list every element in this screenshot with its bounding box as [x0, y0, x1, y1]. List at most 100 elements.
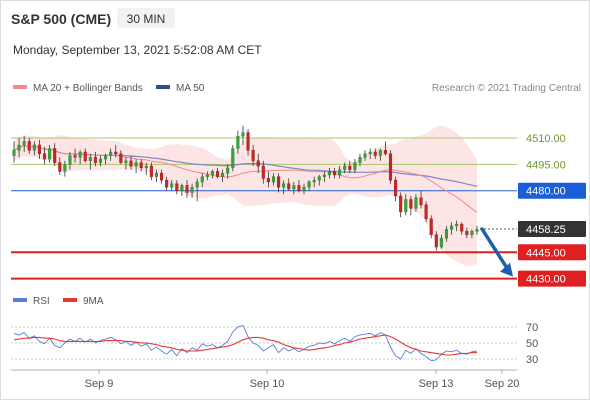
candle-body-down	[251, 150, 255, 162]
candle	[129, 155, 133, 170]
candle	[83, 148, 87, 163]
candle-body-up	[363, 153, 367, 158]
candle-body-down	[460, 223, 464, 232]
rsi-tick-label-2: 70	[526, 322, 538, 334]
candle-body-down	[165, 179, 169, 188]
candle	[307, 180, 311, 191]
candle-body-up	[455, 223, 459, 227]
candle	[373, 148, 377, 160]
candle	[363, 150, 367, 161]
candle	[185, 180, 189, 198]
candle	[48, 144, 52, 163]
candle	[404, 194, 408, 216]
x-tick-label-1: Sep 10	[250, 378, 285, 390]
candle-body-down	[261, 165, 265, 179]
candle	[414, 194, 418, 212]
candle-body-down	[93, 157, 97, 163]
candle	[98, 155, 103, 167]
candle	[12, 141, 16, 163]
candle-body-down	[394, 179, 398, 197]
bollinger-band	[14, 125, 477, 266]
candle-body-down	[409, 199, 413, 209]
ma20-line	[13, 145, 478, 213]
candles-layer	[12, 125, 479, 251]
chart-title: S&P 500 (CME)	[11, 11, 111, 27]
ma20-legend-label: MA 20 + Bollinger Bands	[33, 83, 143, 94]
candle	[32, 141, 36, 156]
level-label-1: 4495.00	[526, 159, 566, 171]
candle-body-down	[348, 165, 352, 170]
candle	[439, 234, 443, 249]
candle-body-up	[231, 148, 235, 169]
candle-body-down	[424, 204, 428, 220]
timeframe-badge[interactable]: 30 MIN	[127, 12, 166, 26]
level-label-bg-3	[518, 244, 586, 261]
rsi-grid-layer: 30 50 70	[11, 322, 538, 366]
candle	[53, 143, 57, 167]
candle	[465, 227, 469, 239]
rsi-tick-label-1: 50	[526, 338, 538, 350]
rsi-legend-label: RSI	[33, 296, 50, 307]
candle	[180, 183, 184, 196]
candle	[200, 173, 204, 188]
candle	[93, 152, 97, 167]
candle	[297, 180, 301, 193]
forecast-arrow-head	[500, 262, 513, 277]
candle-body-up	[104, 155, 108, 160]
candle-body-up	[404, 199, 408, 213]
bollinger-band-layer	[14, 125, 477, 266]
ma9-legend-label: 9MA	[83, 296, 104, 307]
candle	[348, 160, 352, 174]
candle	[271, 173, 276, 186]
candle	[378, 148, 382, 161]
candle	[170, 180, 174, 191]
candle-body-down	[429, 218, 433, 235]
candle	[139, 159, 143, 172]
ma20-legend-swatch	[13, 85, 27, 89]
candle-body-up	[12, 150, 16, 156]
rsi-lines-layer	[13, 324, 478, 362]
candle	[256, 153, 260, 174]
candle-body-up	[444, 229, 449, 239]
candle-body-up	[241, 132, 245, 137]
rsi-line	[13, 324, 478, 362]
candle-body-down	[175, 183, 179, 191]
forecast-arrow-shaft	[480, 227, 510, 272]
candle	[17, 137, 21, 158]
candle-body-up	[343, 165, 347, 170]
candle-body-up	[144, 165, 148, 169]
last-price-label: 4458.25	[526, 224, 566, 236]
candle-body-down	[114, 151, 118, 155]
candle-body-up	[368, 151, 372, 155]
candle	[444, 225, 449, 242]
candle	[261, 160, 265, 184]
x-tick-label-2: Sep 13	[419, 378, 454, 390]
candle	[475, 225, 479, 235]
candle-body-down	[58, 162, 62, 172]
candle	[292, 181, 296, 195]
candle	[22, 136, 26, 153]
candle-body-up	[302, 186, 306, 191]
level-label-4: 4430.00	[526, 274, 566, 286]
candle-body-down	[42, 153, 47, 160]
candle	[332, 167, 337, 179]
candle	[124, 157, 128, 170]
candle-body-up	[353, 162, 357, 170]
candle-body-down	[297, 185, 301, 191]
candle-body-up	[22, 141, 26, 146]
candle-body-down	[399, 195, 403, 213]
candle-body-up	[124, 160, 128, 163]
candle	[353, 159, 357, 174]
candle	[343, 162, 347, 174]
x-axis-ticks: Sep 9 Sep 10 Sep 13 Sep 20	[85, 370, 519, 390]
candle-body-up	[170, 183, 174, 188]
candle	[455, 220, 459, 232]
candle-body-up	[98, 158, 103, 163]
moving-average-layer	[13, 144, 517, 213]
candle	[388, 150, 393, 184]
candle-body-down	[434, 234, 438, 248]
candle-body-down	[256, 160, 260, 167]
candle-body-up	[200, 176, 204, 183]
